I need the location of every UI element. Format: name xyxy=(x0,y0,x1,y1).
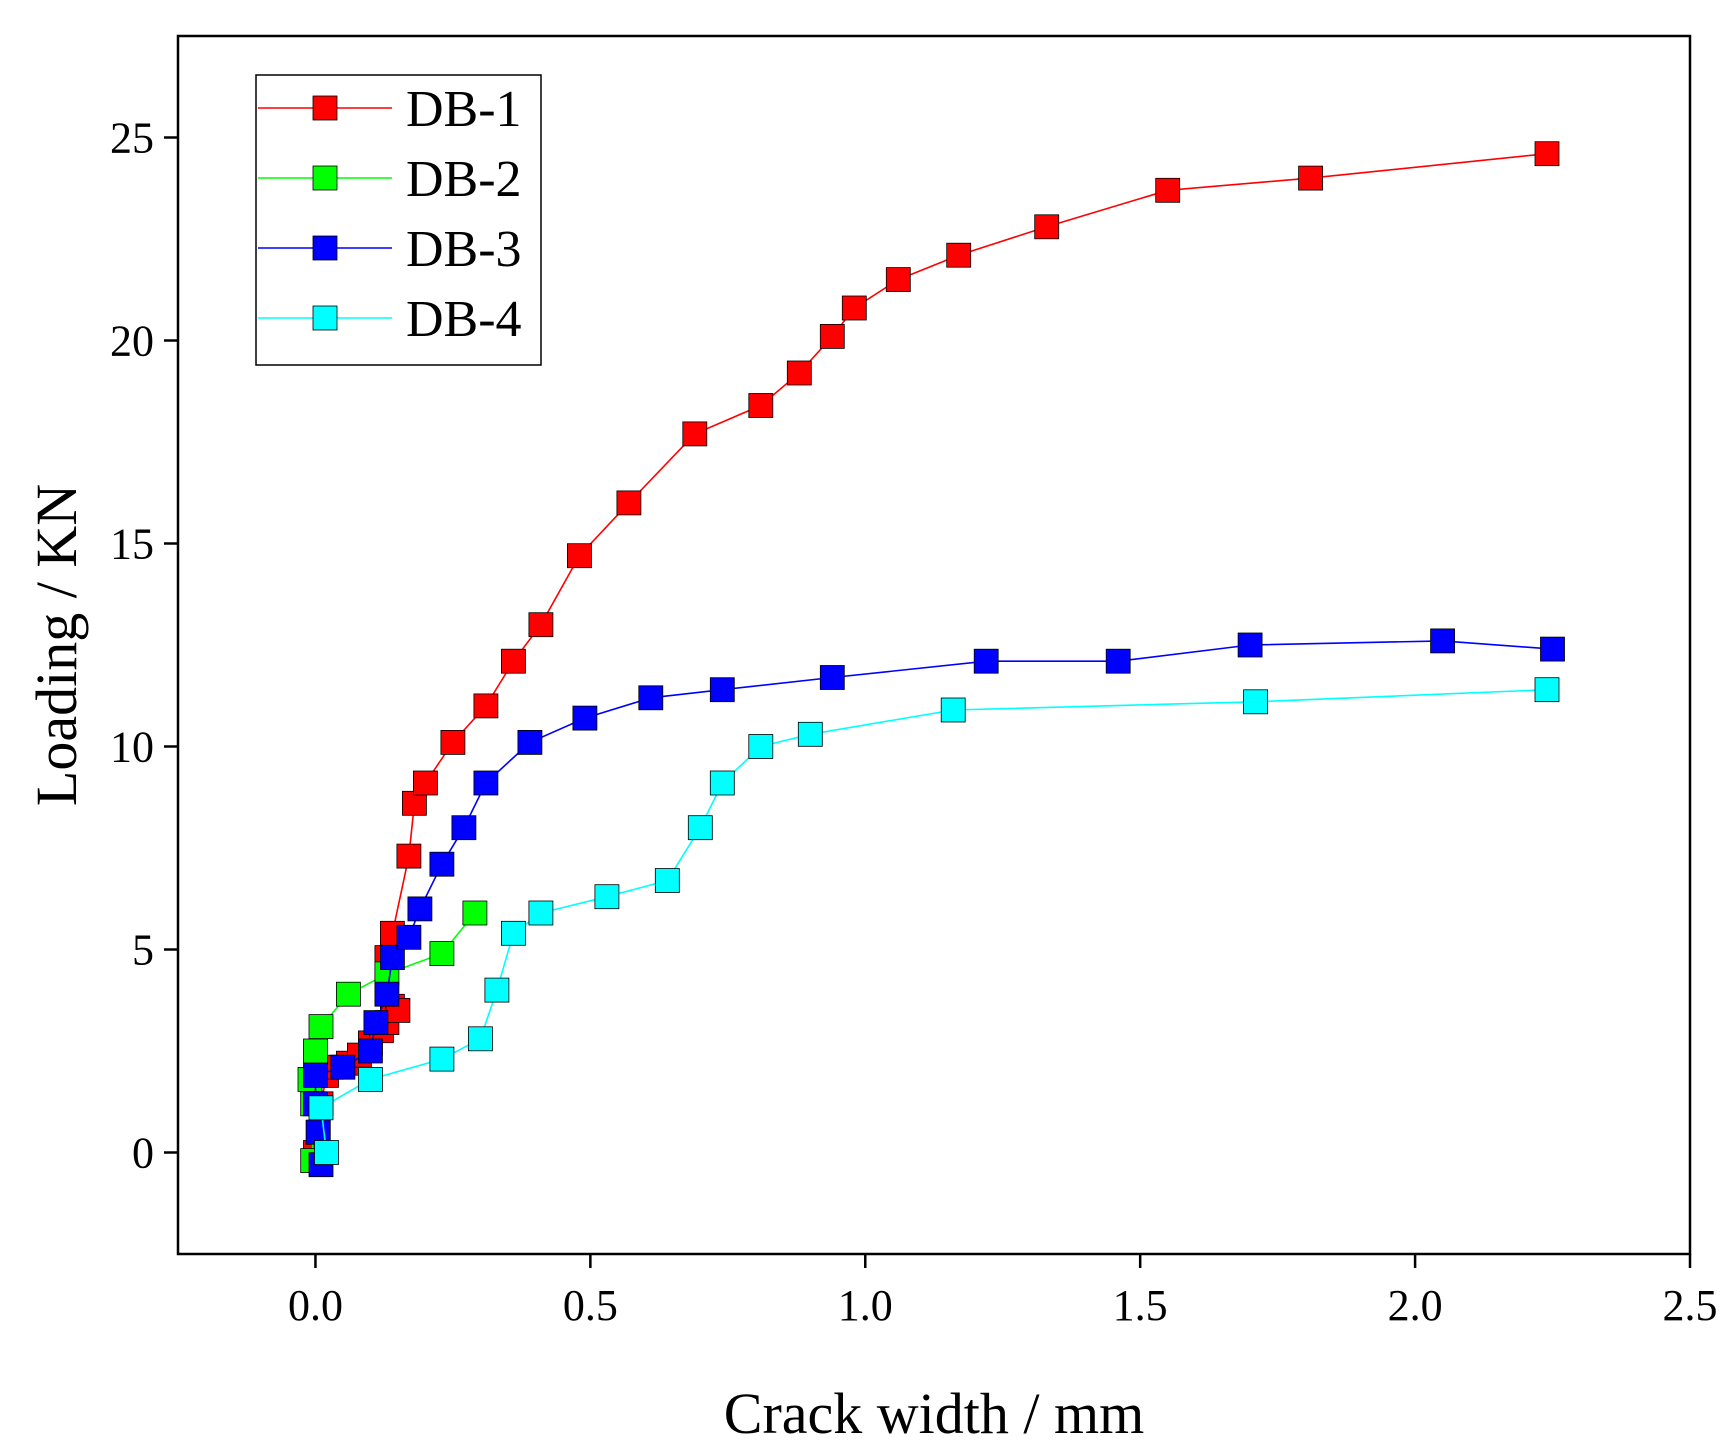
data-point xyxy=(330,1054,356,1080)
data-point xyxy=(451,815,477,841)
legend-label: DB-1 xyxy=(406,81,522,138)
data-point xyxy=(429,1046,455,1072)
y-tick-label: 5 xyxy=(132,926,154,975)
legend-marker xyxy=(312,95,338,121)
legend-entry-db-1: DB-1 xyxy=(258,81,522,138)
data-point xyxy=(1034,214,1060,240)
x-axis-ticks: 0.0 0.5 1.0 1.5 2.0 2.5 xyxy=(288,1254,1718,1330)
x-tick-label: 2.0 xyxy=(1388,1281,1443,1330)
data-point xyxy=(335,981,361,1007)
data-point xyxy=(528,900,554,926)
legend-entry-db-2: DB-2 xyxy=(258,151,522,208)
data-point xyxy=(1430,628,1455,654)
y-tick-label: 10 xyxy=(110,723,154,772)
data-point xyxy=(528,612,554,638)
data-point xyxy=(440,730,466,755)
series-db-3 xyxy=(303,628,1565,1178)
data-point xyxy=(473,693,499,719)
x-axis-title: Crack width / mm xyxy=(724,1381,1144,1446)
data-point xyxy=(517,730,543,755)
data-point xyxy=(484,977,510,1003)
data-point xyxy=(1298,165,1323,191)
data-point xyxy=(748,734,774,759)
data-point xyxy=(396,924,422,950)
data-point xyxy=(473,770,499,796)
data-point xyxy=(1243,689,1268,715)
data-point xyxy=(1534,677,1560,703)
data-point xyxy=(407,896,433,922)
data-point xyxy=(303,1063,328,1088)
data-point xyxy=(841,295,867,321)
data-point xyxy=(819,665,845,690)
data-point xyxy=(709,677,735,703)
data-point xyxy=(940,697,966,723)
data-point xyxy=(709,770,735,796)
legend-marker xyxy=(312,165,338,191)
y-tick-label: 15 xyxy=(110,520,154,569)
data-point xyxy=(885,267,911,293)
data-point xyxy=(687,815,713,841)
x-tick-label: 0.5 xyxy=(563,1281,618,1330)
data-point xyxy=(682,421,708,447)
y-tick-label: 25 xyxy=(110,114,154,163)
data-point xyxy=(572,705,598,731)
data-point xyxy=(357,1038,383,1064)
data-point xyxy=(594,884,620,910)
data-point xyxy=(1237,632,1263,658)
data-point xyxy=(467,1026,493,1052)
data-point xyxy=(500,920,526,946)
y-tick-label: 20 xyxy=(110,317,154,366)
legend-marker xyxy=(312,235,338,261)
data-point xyxy=(616,490,642,516)
plot-frame xyxy=(176,34,1692,1256)
series-db-4 xyxy=(308,677,1560,1165)
data-point xyxy=(429,941,455,966)
x-tick-label: 0.0 xyxy=(288,1281,343,1330)
data-point xyxy=(462,900,488,926)
legend-marker xyxy=(312,305,338,331)
data-point xyxy=(429,851,455,877)
x-tick-label: 1.0 xyxy=(838,1281,893,1330)
legend-box xyxy=(255,74,542,366)
data-point xyxy=(654,868,680,893)
data-point xyxy=(797,721,823,747)
data-point xyxy=(946,242,972,268)
data-point xyxy=(1155,177,1181,203)
data-point xyxy=(308,1095,334,1121)
data-point xyxy=(363,1010,389,1035)
legend-entry-db-3: DB-3 xyxy=(258,221,522,278)
data-point xyxy=(638,685,664,711)
legend-entry-db-4: DB-4 xyxy=(258,291,522,348)
y-tick-label: 0 xyxy=(132,1129,154,1178)
legend: DB-1 DB-2 DB-3 DB-4 xyxy=(255,74,542,366)
data-point xyxy=(1105,648,1131,674)
series-layer xyxy=(297,141,1565,1178)
data-point xyxy=(973,648,999,674)
data-point xyxy=(303,1038,328,1064)
legend-label: DB-2 xyxy=(406,151,522,208)
data-point xyxy=(748,393,774,418)
data-point xyxy=(1534,141,1560,167)
y-axis-ticks: 0 5 10 15 20 25 xyxy=(110,114,178,1178)
data-point xyxy=(314,1140,339,1165)
data-point xyxy=(567,543,592,569)
data-point xyxy=(500,648,526,674)
data-point xyxy=(412,770,438,796)
data-point xyxy=(308,1014,334,1039)
x-tick-label: 1.5 xyxy=(1113,1281,1168,1330)
data-point xyxy=(819,323,845,349)
data-point xyxy=(1540,636,1565,662)
data-point xyxy=(396,843,422,869)
x-tick-label: 2.5 xyxy=(1663,1281,1718,1330)
legend-label: DB-3 xyxy=(406,221,522,278)
data-point xyxy=(374,981,400,1007)
data-point xyxy=(786,360,812,386)
data-point xyxy=(357,1067,383,1092)
series-line xyxy=(314,640,1553,1165)
legend-label: DB-4 xyxy=(406,291,522,348)
y-axis-title: Loading / KN xyxy=(24,484,89,806)
